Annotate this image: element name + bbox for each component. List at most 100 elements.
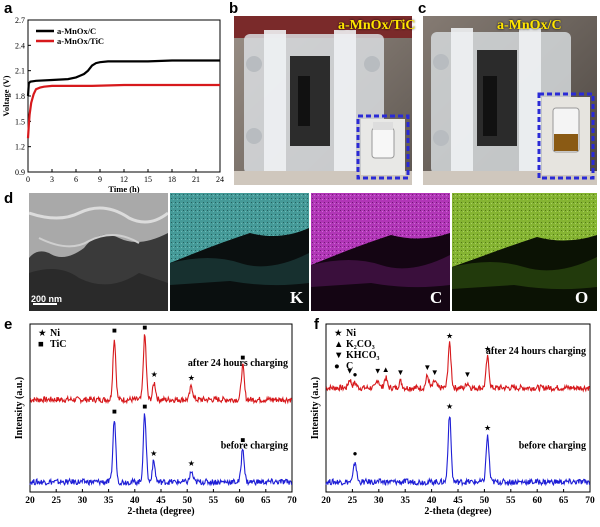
- x-tick-label: 45: [156, 496, 166, 506]
- peak-marker: ★: [151, 370, 158, 379]
- xrd-carbon-chart: 20 25 30 35 40 45 50 55 60 65 70 2-theta (degree) In…: [310, 323, 595, 517]
- x-tick-label: 0: [26, 175, 30, 184]
- cell-photo-carbon: [423, 16, 597, 185]
- y-axis-label: Intensity (a.u.): [310, 377, 321, 440]
- legend-marker: ▼: [334, 351, 343, 361]
- legend-marker: ▲: [334, 340, 343, 350]
- legend-marker: ●: [334, 362, 340, 372]
- legend-marker: ★: [334, 328, 343, 339]
- trace-label: after 24 hours charging: [188, 358, 288, 369]
- voltage-time-chart: 0 3 6 9 12 15 18 21 24 0.9 1.2 1.5 1.8 2.1 2.4 2.7 Time …: [1, 16, 224, 194]
- peak-marker: ★: [188, 459, 195, 468]
- x-tick-label: 45: [453, 496, 463, 506]
- plot-frame: [29, 323, 293, 493]
- photo-c-title: a-MnOx/C: [497, 18, 562, 33]
- x-tick-label: 50: [182, 496, 192, 506]
- peak-marker: ▼: [374, 367, 382, 376]
- legend-label: a-MnOx/C: [57, 26, 96, 36]
- peak-marker: ★: [484, 345, 491, 354]
- peak-marker: ★: [484, 424, 491, 433]
- photo-b-title: a-MnOx/TiC: [338, 18, 416, 33]
- panel-label-e: e: [4, 316, 13, 333]
- trace-label: after 24 hours charging: [486, 346, 586, 357]
- peak-marker: ▼: [423, 363, 431, 372]
- sem-image: [29, 193, 168, 311]
- legend-label: TiC: [50, 339, 67, 350]
- legend-marker: ■: [38, 340, 44, 350]
- legend-label: Ni: [50, 328, 60, 339]
- eds-map-c: [311, 193, 450, 311]
- x-tick-label: 21: [192, 175, 200, 184]
- panel-label-c: c: [418, 0, 427, 17]
- y-tick-label: 2.4: [15, 41, 25, 50]
- legend-label: K₂CO₃: [346, 339, 375, 350]
- peak-marker: ▼: [464, 370, 472, 379]
- panel-label-d: d: [4, 190, 14, 207]
- xrd-tic-chart: 20 25 30 35 40 45 50 55 60 65 70 2-theta (degree) In…: [14, 323, 297, 517]
- legend-label: C: [346, 361, 353, 372]
- eds-map-k: [170, 193, 309, 311]
- x-tick-label: 9: [98, 175, 102, 184]
- peak-marker: ●: [353, 370, 358, 379]
- peak-marker: ▼: [346, 367, 354, 376]
- xrd-trace-before: [29, 413, 293, 487]
- x-tick-label: 70: [287, 496, 297, 506]
- y-tick-label: 2.7: [15, 16, 25, 25]
- x-tick-label: 60: [532, 496, 542, 506]
- x-tick-label: 70: [585, 496, 595, 506]
- xrd-trace-before: [325, 416, 591, 487]
- eds-label-c: C: [430, 288, 443, 307]
- y-tick-label: 1.5: [15, 117, 25, 126]
- x-tick-label: 55: [209, 496, 219, 506]
- series-line-tic: [26, 83, 220, 139]
- x-tick-label: 40: [427, 496, 437, 506]
- eds-map-o: [452, 193, 597, 311]
- peak-marker: ●: [353, 449, 358, 458]
- x-tick-label: 60: [235, 496, 245, 506]
- x-tick-label: 12: [120, 175, 128, 184]
- x-axis-label: 2-theta (degree): [127, 506, 194, 517]
- x-tick-label: 65: [559, 496, 569, 506]
- eds-label-k: K: [290, 288, 304, 307]
- x-tick-label: 20: [321, 496, 331, 506]
- x-tick-label: 30: [78, 496, 88, 506]
- x-axis-label: Time (h): [108, 184, 139, 194]
- xrd-trace-after: [325, 341, 591, 393]
- x-tick-label: 30: [374, 496, 384, 506]
- y-axis-label: Intensity (a.u.): [14, 377, 25, 440]
- peak-marker: ★: [446, 402, 453, 411]
- x-tick-label: 40: [130, 496, 140, 506]
- trace-label: before charging: [221, 440, 288, 451]
- legend-label: Ni: [346, 328, 356, 339]
- x-tick-label: 25: [348, 496, 358, 506]
- peak-marker: ■: [240, 435, 245, 444]
- x-tick-label: 20: [25, 496, 35, 506]
- peak-marker: ■: [112, 407, 117, 416]
- y-tick-label: 1.8: [15, 92, 25, 101]
- peak-marker: ■: [112, 326, 117, 335]
- legend-label: a-MnOx/TiC: [57, 36, 104, 46]
- x-axis-label: 2-theta (degree): [424, 506, 491, 517]
- y-tick-label: 1.2: [15, 143, 25, 152]
- peak-marker: ★: [446, 331, 453, 340]
- panel-label-a: a: [4, 0, 13, 17]
- x-tick-label: 50: [480, 496, 490, 506]
- y-tick-label: 0.9: [15, 168, 25, 177]
- cell-photo-tic: [234, 16, 412, 185]
- legend-marker: ★: [38, 328, 47, 339]
- xrd-trace-after: [29, 334, 293, 405]
- x-tick-label: 3: [50, 175, 54, 184]
- peak-marker: ■: [142, 402, 147, 411]
- x-tick-label: 65: [261, 496, 271, 506]
- scale-bar-label: 200 nm: [31, 294, 63, 304]
- x-tick-label: 55: [506, 496, 516, 506]
- x-tick-label: 6: [74, 175, 78, 184]
- panel-label-b: b: [229, 0, 239, 17]
- peak-marker: ▼: [396, 368, 404, 377]
- x-tick-label: 15: [144, 175, 152, 184]
- peak-marker: ★: [150, 449, 157, 458]
- y-tick-label: 2.1: [15, 67, 25, 76]
- x-tick-label: 25: [51, 496, 61, 506]
- x-tick-label: 35: [400, 496, 410, 506]
- trace-label: before charging: [519, 440, 586, 451]
